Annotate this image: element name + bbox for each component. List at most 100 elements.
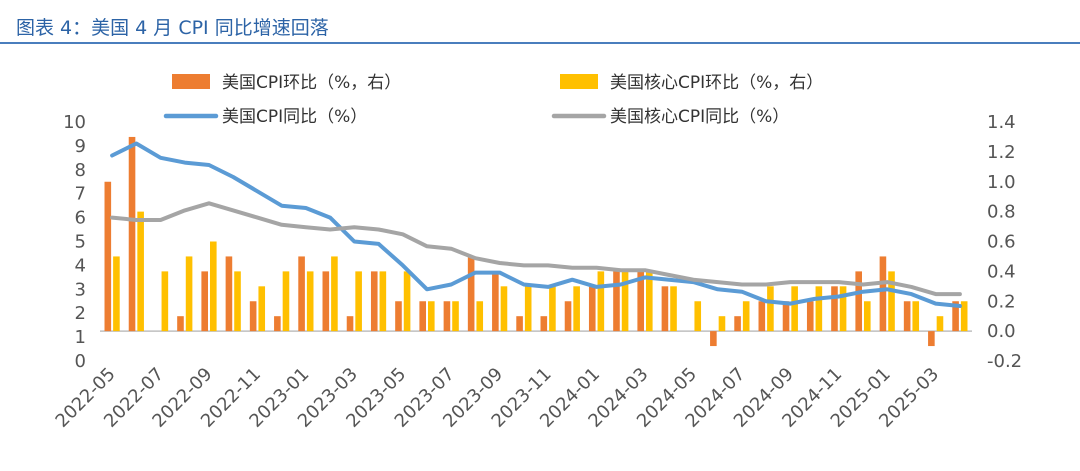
right-axis-tick: 1.4 — [987, 112, 1016, 133]
bar-cpi-mom — [128, 136, 136, 332]
bar-cpi-mom — [467, 256, 475, 332]
bar-core-cpi-mom — [912, 301, 920, 332]
legend-swatch-bar — [172, 74, 210, 89]
bar-cpi-mom — [177, 316, 184, 332]
bar-core-cpi-mom — [597, 271, 605, 332]
bar-core-cpi-mom — [573, 286, 580, 332]
line-series — [110, 141, 962, 308]
bar-core-cpi-mom — [282, 271, 290, 332]
bar-core-cpi-mom — [960, 301, 968, 332]
bar-cpi-mom — [928, 331, 935, 347]
bar-cpi-mom — [346, 316, 354, 332]
title-divider — [0, 42, 1080, 44]
bar-cpi-mom — [322, 271, 330, 332]
left-axis-tick: 2 — [75, 303, 86, 324]
left-axis-tick: 0 — [75, 351, 86, 372]
left-axis-tick: 10 — [63, 112, 86, 133]
bar-core-cpi-mom — [113, 256, 120, 332]
bar-cpi-mom — [879, 256, 887, 332]
legend-label: 美国CPI同比（%） — [222, 107, 367, 127]
left-axis-tick: 6 — [75, 208, 86, 229]
bar-core-cpi-mom — [767, 286, 774, 332]
bar-cpi-mom — [419, 301, 426, 332]
bar-cpi-mom — [516, 316, 523, 332]
line-core-cpi-yoy — [110, 201, 962, 297]
bar-cpi-mom — [782, 301, 790, 332]
left-axis-tick: 4 — [75, 255, 86, 276]
bar-core-cpi-mom — [258, 286, 266, 332]
right-axis-tick: 0.8 — [987, 202, 1016, 223]
figure-title: 图表 4：美国 4 月 CPI 同比增速回落 — [16, 17, 329, 39]
bar-core-cpi-mom — [864, 301, 871, 332]
left-axis-tick: 8 — [75, 160, 86, 181]
bar-cpi-mom — [298, 256, 305, 332]
right-axis-tick: 1.2 — [987, 142, 1016, 163]
bar-core-cpi-mom — [718, 316, 726, 332]
legend-label: 美国CPI环比（%，右） — [222, 73, 401, 93]
bar-cpi-mom — [540, 316, 548, 332]
bar-cpi-mom — [952, 301, 959, 332]
bar-core-cpi-mom — [646, 271, 653, 332]
bar-cpi-mom — [758, 301, 766, 332]
right-axis-tick: -0.2 — [987, 351, 1022, 372]
chart-legend: 美国CPI环比（%，右） 美国核心CPI环比（%，右） 美国CPI同比（%） 美国核心… — [163, 73, 823, 127]
bar-cpi-mom — [588, 286, 596, 332]
right-axis-tick: 0.2 — [987, 291, 1016, 312]
left-axis-tick: 7 — [75, 184, 86, 205]
bar-core-cpi-mom — [742, 301, 750, 332]
bar-cpi-mom — [249, 301, 257, 332]
bar-cpi-mom — [395, 301, 402, 332]
bar-cpi-mom — [225, 256, 233, 332]
bar-cpi-mom — [806, 301, 814, 332]
bar-cpi-mom — [104, 181, 112, 332]
bar-core-cpi-mom — [137, 211, 144, 332]
bar-cpi-mom — [855, 271, 862, 332]
bar-core-cpi-mom — [670, 286, 677, 332]
bar-core-cpi-mom — [452, 301, 459, 332]
bar-cpi-mom — [637, 271, 644, 332]
bar-core-cpi-mom — [476, 301, 484, 332]
right-axis-tick: 1.0 — [987, 172, 1016, 193]
bar-core-cpi-mom — [500, 286, 508, 332]
bar-cpi-mom — [734, 316, 741, 332]
bar-core-cpi-mom — [379, 271, 387, 332]
bar-core-cpi-mom — [888, 271, 895, 332]
bar-core-cpi-mom — [355, 271, 362, 332]
left-axis-tick: 1 — [75, 327, 86, 348]
left-axis-tick: 3 — [75, 279, 86, 300]
bar-core-cpi-mom — [791, 286, 798, 332]
left-axis-tick: 5 — [75, 232, 86, 253]
line-cpi-yoy — [110, 141, 962, 308]
bar-cpi-mom — [613, 271, 620, 332]
bar-core-cpi-mom — [403, 271, 411, 332]
legend-label: 美国核心CPI同比（%） — [610, 107, 789, 127]
right-axis-tick: 0.6 — [987, 232, 1016, 253]
bar-cpi-mom — [661, 286, 669, 332]
bar-core-cpi-mom — [161, 271, 169, 332]
bar-core-cpi-mom — [694, 301, 702, 332]
bar-series — [104, 136, 968, 347]
right-axis-tick: 0.4 — [987, 261, 1016, 282]
bar-cpi-mom — [370, 271, 378, 332]
bar-cpi-mom — [443, 301, 451, 332]
bar-core-cpi-mom — [185, 256, 193, 332]
bar-cpi-mom — [831, 286, 838, 332]
bar-cpi-mom — [564, 301, 572, 332]
bar-core-cpi-mom — [306, 271, 314, 332]
bar-core-cpi-mom — [621, 271, 629, 332]
bar-core-cpi-mom — [815, 286, 823, 332]
bar-cpi-mom — [274, 316, 281, 332]
bar-core-cpi-mom — [234, 271, 241, 332]
bar-cpi-mom — [710, 331, 717, 347]
bar-core-cpi-mom — [936, 316, 944, 332]
bar-core-cpi-mom — [210, 241, 217, 332]
bar-core-cpi-mom — [331, 256, 338, 332]
bar-cpi-mom — [201, 271, 208, 332]
legend-swatch-bar — [560, 74, 598, 89]
bar-core-cpi-mom — [524, 286, 532, 332]
legend-label: 美国核心CPI环比（%，右） — [610, 73, 823, 93]
left-axis-tick: 9 — [75, 136, 86, 157]
bar-core-cpi-mom — [428, 301, 435, 332]
left-axis-ticks: 0 1 2 3 45 6 7 8 9 10 — [63, 112, 86, 372]
